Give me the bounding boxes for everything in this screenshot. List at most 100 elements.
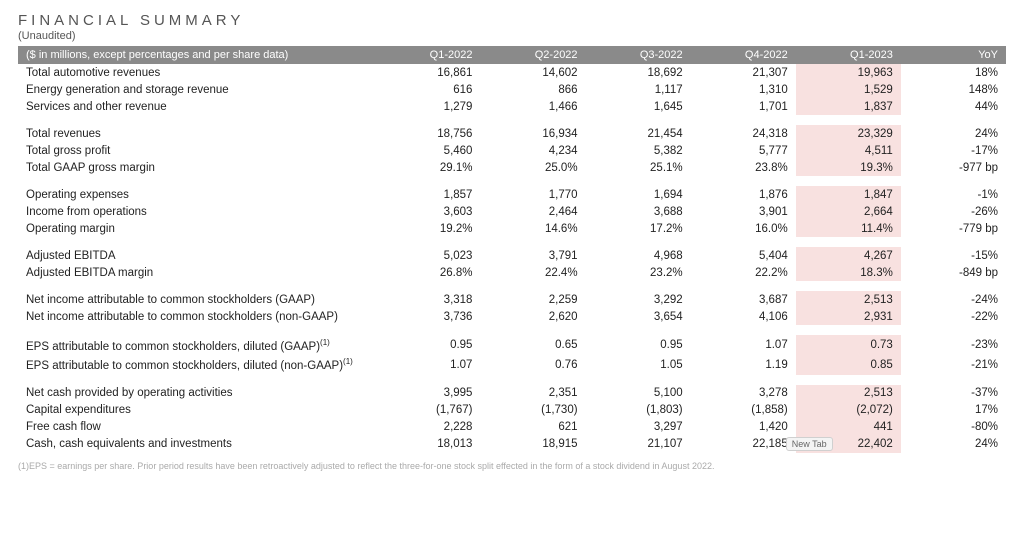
cell-value: 19,963 bbox=[796, 64, 901, 81]
cell-value: 22,185New Tab bbox=[691, 436, 796, 453]
row-label: Cash, cash equivalents and investments bbox=[18, 436, 375, 453]
cell-value: 24% bbox=[901, 125, 1006, 142]
cell-value: 3,995 bbox=[375, 385, 480, 402]
cell-value: 3,318 bbox=[375, 291, 480, 308]
cell-value: 1.07 bbox=[691, 335, 796, 355]
cell-value: 21,307 bbox=[691, 64, 796, 81]
cell-value: 3,688 bbox=[586, 203, 691, 220]
cell-value: 21,454 bbox=[586, 125, 691, 142]
cell-value: 25.0% bbox=[480, 159, 585, 176]
table-header-row: ($ in millions, except percentages and p… bbox=[18, 46, 1006, 64]
financial-table: ($ in millions, except percentages and p… bbox=[18, 46, 1006, 453]
cell-value: -22% bbox=[901, 308, 1006, 325]
table-row: Energy generation and storage revenue616… bbox=[18, 81, 1006, 98]
table-row: Total automotive revenues16,86114,60218,… bbox=[18, 64, 1006, 81]
cell-value: 2,931 bbox=[796, 308, 901, 325]
cell-value: 18,013 bbox=[375, 436, 480, 453]
cell-value: 2,513 bbox=[796, 291, 901, 308]
cell-value: 1.05 bbox=[586, 355, 691, 375]
cell-value: 5,382 bbox=[586, 142, 691, 159]
cell-value: -849 bp bbox=[901, 264, 1006, 281]
cell-value: 25.1% bbox=[586, 159, 691, 176]
table-row: Cash, cash equivalents and investments18… bbox=[18, 436, 1006, 453]
cell-value: 24,318 bbox=[691, 125, 796, 142]
cell-value: 19.3% bbox=[796, 159, 901, 176]
cell-value: 3,687 bbox=[691, 291, 796, 308]
row-label: Adjusted EBITDA bbox=[18, 247, 375, 264]
row-label: Net income attributable to common stockh… bbox=[18, 308, 375, 325]
cell-value: -779 bp bbox=[901, 220, 1006, 237]
cell-value: 1,279 bbox=[375, 98, 480, 115]
cell-value: 3,901 bbox=[691, 203, 796, 220]
cell-value: 1,466 bbox=[480, 98, 585, 115]
row-label: EPS attributable to common stockholders,… bbox=[18, 355, 375, 375]
cell-value: 616 bbox=[375, 81, 480, 98]
cell-value: 1,857 bbox=[375, 186, 480, 203]
table-row: Income from operations3,6032,4643,6883,9… bbox=[18, 203, 1006, 220]
cell-value: 14.6% bbox=[480, 220, 585, 237]
table-row: Operating expenses1,8571,7701,6941,8761,… bbox=[18, 186, 1006, 203]
cell-value: 0.85 bbox=[796, 355, 901, 375]
cell-value: 16,934 bbox=[480, 125, 585, 142]
cell-value: 16,861 bbox=[375, 64, 480, 81]
col-header: Q1-2022 bbox=[375, 46, 480, 64]
cell-value: 5,404 bbox=[691, 247, 796, 264]
cell-value: 1,837 bbox=[796, 98, 901, 115]
cell-value: 1,645 bbox=[586, 98, 691, 115]
row-label: Operating margin bbox=[18, 220, 375, 237]
cell-value: -977 bp bbox=[901, 159, 1006, 176]
cell-value: 4,234 bbox=[480, 142, 585, 159]
row-label: Net cash provided by operating activitie… bbox=[18, 385, 375, 402]
col-header: YoY bbox=[901, 46, 1006, 64]
row-label: Adjusted EBITDA margin bbox=[18, 264, 375, 281]
cell-value: 148% bbox=[901, 81, 1006, 98]
cell-value: 2,664 bbox=[796, 203, 901, 220]
cell-value: 4,267 bbox=[796, 247, 901, 264]
cell-value: -17% bbox=[901, 142, 1006, 159]
table-row bbox=[18, 176, 1006, 186]
cell-value: 1,701 bbox=[691, 98, 796, 115]
cell-value: 18% bbox=[901, 64, 1006, 81]
cell-value: 14,602 bbox=[480, 64, 585, 81]
row-label: Free cash flow bbox=[18, 419, 375, 436]
table-row bbox=[18, 281, 1006, 291]
table-row: Total gross profit5,4604,2345,3825,7774,… bbox=[18, 142, 1006, 159]
cell-value: -15% bbox=[901, 247, 1006, 264]
table-row: Net cash provided by operating activitie… bbox=[18, 385, 1006, 402]
table-row bbox=[18, 325, 1006, 335]
cell-value: 18,692 bbox=[586, 64, 691, 81]
cell-value: 23.2% bbox=[586, 264, 691, 281]
cell-value: 3,654 bbox=[586, 308, 691, 325]
cell-value: 5,460 bbox=[375, 142, 480, 159]
cell-value: 1,529 bbox=[796, 81, 901, 98]
cell-value: -80% bbox=[901, 419, 1006, 436]
row-label: Income from operations bbox=[18, 203, 375, 220]
cell-value: 2,351 bbox=[480, 385, 585, 402]
row-label: Net income attributable to common stockh… bbox=[18, 291, 375, 308]
cell-value: 18,756 bbox=[375, 125, 480, 142]
table-row: Free cash flow2,2286213,2971,420441-80% bbox=[18, 419, 1006, 436]
cell-value: 3,791 bbox=[480, 247, 585, 264]
table-row: Net income attributable to common stockh… bbox=[18, 308, 1006, 325]
cell-value: 21,107 bbox=[586, 436, 691, 453]
cell-value: 0.65 bbox=[480, 335, 585, 355]
new-tab-badge[interactable]: New Tab bbox=[786, 437, 833, 451]
cell-value: 3,292 bbox=[586, 291, 691, 308]
col-header: Q1-2023 bbox=[796, 46, 901, 64]
cell-value: 26.8% bbox=[375, 264, 480, 281]
row-label: EPS attributable to common stockholders,… bbox=[18, 335, 375, 355]
cell-value: 3,603 bbox=[375, 203, 480, 220]
table-row: EPS attributable to common stockholders,… bbox=[18, 355, 1006, 375]
cell-value: 3,736 bbox=[375, 308, 480, 325]
cell-value: 1,770 bbox=[480, 186, 585, 203]
cell-value: 2,620 bbox=[480, 308, 585, 325]
cell-value: -37% bbox=[901, 385, 1006, 402]
cell-value: 29.1% bbox=[375, 159, 480, 176]
cell-value: 0.95 bbox=[586, 335, 691, 355]
row-label: Total gross profit bbox=[18, 142, 375, 159]
cell-value: 1,310 bbox=[691, 81, 796, 98]
cell-value: -1% bbox=[901, 186, 1006, 203]
table-row: Capital expenditures(1,767)(1,730)(1,803… bbox=[18, 402, 1006, 419]
cell-value: 11.4% bbox=[796, 220, 901, 237]
cell-value: 19.2% bbox=[375, 220, 480, 237]
